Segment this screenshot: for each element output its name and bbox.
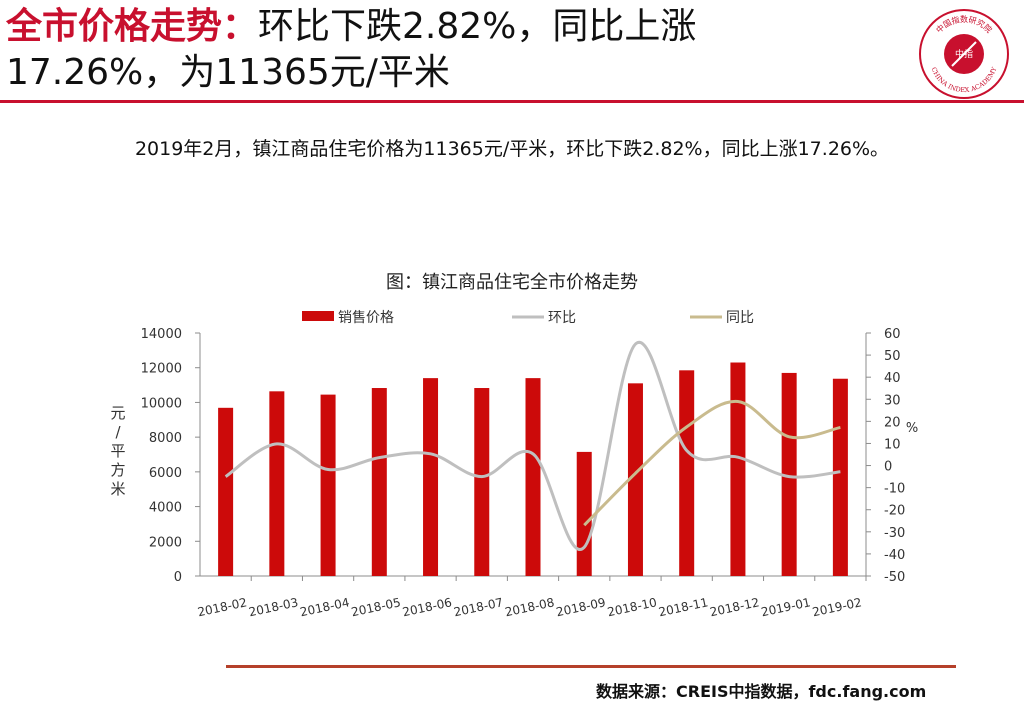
y2-tick-label: 50 bbox=[884, 349, 901, 364]
x-tick-label: 2019-02 bbox=[811, 595, 863, 619]
x-tick-label: 2018-10 bbox=[606, 595, 658, 619]
y2-tick-label: 10 bbox=[884, 437, 901, 452]
y-axis-label-char: 元 bbox=[110, 404, 125, 422]
y2-tick-label: -10 bbox=[884, 482, 905, 497]
y2-tick-label: 0 bbox=[884, 460, 892, 475]
bar-2018-06 bbox=[423, 378, 439, 576]
x-tick-label: 2018-08 bbox=[504, 595, 556, 619]
y2-axis-label: % bbox=[906, 421, 918, 436]
y2-tick-label: 30 bbox=[884, 393, 901, 408]
logo-center-text: 中指 bbox=[955, 48, 973, 60]
y-tick-label: 2000 bbox=[149, 535, 182, 550]
header: 全市价格走势：环比下跌2.82%，同比上涨 17.26%，为11365元/平米 bbox=[6, 4, 906, 96]
x-tick-label: 2018-09 bbox=[555, 595, 607, 619]
bar-2018-08 bbox=[525, 378, 541, 576]
legend-swatch-0 bbox=[302, 311, 334, 321]
bar-2018-10 bbox=[627, 383, 643, 576]
bar-2018-05 bbox=[371, 388, 387, 576]
bottom-divider bbox=[226, 665, 956, 668]
y2-tick-label: 40 bbox=[884, 371, 901, 386]
title-divider bbox=[0, 100, 1024, 103]
line-series-yoy bbox=[583, 399, 841, 527]
y2-tick-label: 20 bbox=[884, 415, 901, 430]
x-tick-label: 2018-03 bbox=[248, 595, 300, 619]
bar-2018-03 bbox=[269, 391, 285, 576]
x-tick-label: 2018-06 bbox=[401, 595, 453, 619]
bar-2019-01 bbox=[781, 372, 797, 576]
y2-tick-label: -50 bbox=[884, 570, 905, 585]
data-source: 数据来源：CREIS中指数据，fdc.fang.com bbox=[596, 682, 927, 701]
y-axis-label-char: / bbox=[115, 423, 121, 441]
bar-2018-12 bbox=[730, 362, 746, 576]
legend-label-2: 同比 bbox=[726, 310, 754, 326]
legend-label-0: 销售价格 bbox=[338, 310, 394, 326]
y2-tick-label: -30 bbox=[884, 526, 905, 541]
x-tick-label: 2018-05 bbox=[350, 595, 402, 619]
y-axis-label-char: 米 bbox=[110, 480, 125, 498]
x-tick-label: 2018-02 bbox=[196, 595, 248, 619]
y-tick-label: 0 bbox=[174, 570, 182, 585]
y2-tick-label: -40 bbox=[884, 548, 905, 563]
page-title: 全市价格走势：环比下跌2.82%，同比上涨 17.26%，为11365元/平米 bbox=[6, 4, 906, 96]
y-tick-label: 8000 bbox=[149, 431, 182, 446]
line-series-mom bbox=[224, 340, 841, 551]
y-tick-label: 4000 bbox=[149, 501, 182, 516]
y-tick-label: 10000 bbox=[141, 396, 182, 411]
y-tick-label: 12000 bbox=[141, 362, 182, 377]
y-axis-label-char: 平 bbox=[110, 442, 125, 460]
y2-tick-label: 60 bbox=[884, 327, 901, 342]
title-accent: 全市价格走势： bbox=[6, 6, 259, 47]
x-tick-label: 2018-04 bbox=[299, 595, 351, 619]
y-axis-label-char: 方 bbox=[110, 461, 125, 479]
x-tick-label: 2018-07 bbox=[452, 595, 504, 619]
summary-text: 2019年2月，镇江商品住宅价格为11365元/平米，环比下跌2.82%，同比上… bbox=[134, 138, 890, 160]
title-line2: 17.26%，为11365元/平米 bbox=[6, 52, 450, 93]
title-line1: 环比下跌2.82%，同比上涨 bbox=[258, 6, 697, 47]
y-tick-label: 14000 bbox=[141, 327, 182, 342]
china-index-academy-logo: 中国指数研究院 中指 CHINA INDEX ACADEMY bbox=[919, 9, 1009, 99]
x-tick-label: 2019-01 bbox=[760, 595, 812, 619]
x-tick-label: 2018-12 bbox=[709, 595, 761, 619]
bar-2018-04 bbox=[320, 394, 336, 576]
y-tick-label: 6000 bbox=[149, 466, 182, 481]
bar-2019-02 bbox=[832, 378, 848, 576]
legend-label-1: 环比 bbox=[548, 310, 576, 326]
bar-2018-02 bbox=[218, 407, 234, 576]
x-tick-label: 2018-11 bbox=[657, 595, 709, 619]
bar-2018-07 bbox=[474, 388, 490, 576]
y2-tick-label: -20 bbox=[884, 504, 905, 519]
bar-2018-11 bbox=[679, 370, 695, 576]
chart-title: 图：镇江商品住宅全市价格走势 bbox=[386, 272, 638, 293]
bar-2018-09 bbox=[576, 451, 592, 576]
